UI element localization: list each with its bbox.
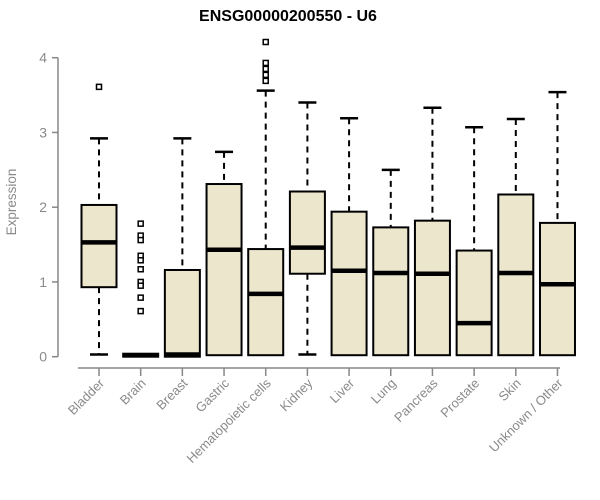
box-hematopoietic-cells xyxy=(247,248,285,357)
y-axis-tick-label: 2 xyxy=(39,199,47,215)
outlier-hematopoietic-cells xyxy=(262,65,269,73)
x-axis-category-label: Liver xyxy=(327,375,358,406)
box-gastric xyxy=(205,183,243,357)
outlier-brain xyxy=(137,236,144,244)
box-kidney xyxy=(288,190,326,275)
box-unknown-other xyxy=(538,221,576,357)
y-axis-title: Expression xyxy=(4,169,19,236)
box-prostate xyxy=(455,249,493,357)
x-axis-category-label: Pancreas xyxy=(391,375,441,425)
outlier-brain xyxy=(137,282,144,289)
box-bladder xyxy=(80,203,118,289)
x-axis-category-label: Lung xyxy=(368,376,399,407)
x-axis-category-label: Breast xyxy=(153,375,190,412)
x-axis-category-label: Skin xyxy=(495,376,523,404)
outlier-hematopoietic-cells xyxy=(262,77,269,85)
outlier-brain xyxy=(137,294,144,301)
y-axis-tick-label: 4 xyxy=(39,50,47,66)
outlier-hematopoietic-cells xyxy=(262,59,269,67)
x-axis-category-label: Kidney xyxy=(277,375,316,414)
x-axis-category-label: Unknown / Other xyxy=(486,375,566,455)
outlier-brain xyxy=(137,265,144,273)
outlier-brain xyxy=(137,307,144,315)
chart-title: ENSG00000200550 - U6 xyxy=(199,8,377,25)
outlier-brain xyxy=(137,257,144,264)
outlier-hematopoietic-cells xyxy=(262,71,269,79)
box-liver xyxy=(330,210,368,357)
x-axis-category-label: Brain xyxy=(117,376,149,408)
outlier-brain xyxy=(137,220,144,227)
x-axis-category-label: Bladder xyxy=(65,375,108,418)
box-pancreas xyxy=(413,219,451,357)
y-axis-tick-label: 1 xyxy=(39,274,47,290)
outlier-hematopoietic-cells xyxy=(262,38,269,46)
box-lung xyxy=(372,226,410,357)
y-axis-tick-label: 0 xyxy=(39,349,47,365)
y-axis-tick-label: 3 xyxy=(39,124,47,140)
x-axis-category-label: Gastric xyxy=(192,375,232,415)
box-breast xyxy=(163,268,201,358)
x-axis-category-label: Prostate xyxy=(437,376,482,421)
outlier-bladder xyxy=(95,83,103,91)
